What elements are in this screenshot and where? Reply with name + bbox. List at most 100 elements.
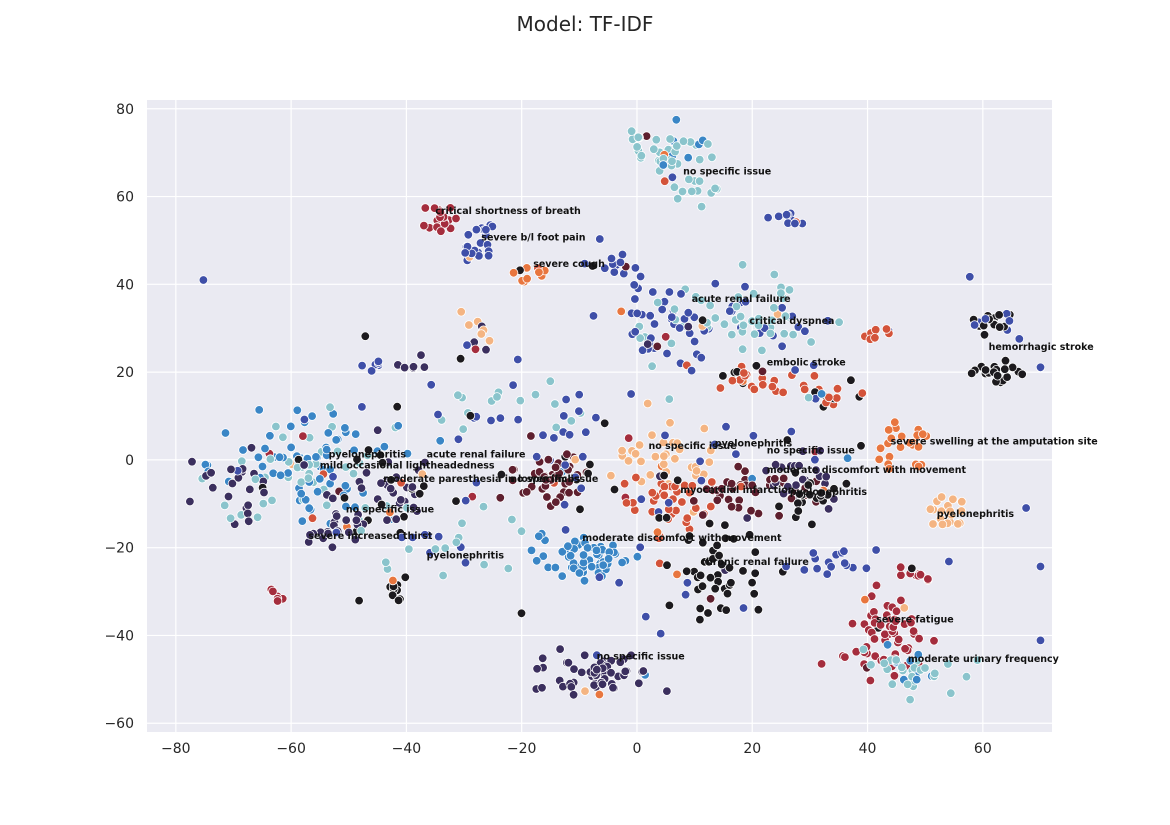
scatter-point [913,461,924,472]
scatter-point [953,519,963,529]
scatter-point [451,213,461,224]
scatter-point [739,368,749,378]
scatter-point [541,475,551,485]
scatter-point [724,563,735,573]
scatter-point [726,578,736,588]
scatter-point [563,541,573,551]
annotation-label: severe cough [533,259,605,270]
scatter-point [560,525,571,535]
scatter-point [630,449,641,459]
scatter-point [381,557,391,568]
annotation-label: moderate urinary frequency [908,654,1060,665]
scatter-point [829,484,839,494]
scatter-point [476,329,487,339]
scatter-point [712,540,722,551]
scatter-point [735,311,746,322]
scatter-point [664,498,674,508]
scatter-point [637,345,648,355]
scatter-point [588,311,599,321]
scatter-point [626,126,637,136]
scatter-point [433,409,443,420]
scatter-point [636,456,646,467]
scatter-point [780,311,791,321]
scatter-point [783,481,793,492]
scatter-point [961,672,972,682]
scatter-point [695,614,705,625]
scatter-point [357,402,367,412]
scatter-point [972,655,983,665]
scatter-point [746,506,756,516]
scatter-point [594,572,605,582]
scatter-point [908,626,919,636]
scatter-point [793,498,803,508]
x-tick-label: −60 [276,741,306,757]
scatter-point [594,689,605,700]
scatter-point [237,456,247,466]
annotation-label: moderate paresthesia in lower limbs [383,474,580,485]
scatter-point [689,336,700,347]
x-tick-label: −40 [392,741,422,757]
scatter-point [455,354,466,364]
scatter-point [808,548,819,558]
scatter-point [882,640,893,650]
scatter-point [705,300,715,311]
scatter-point [620,666,631,677]
scatter-point [895,442,906,452]
scatter-point [749,384,760,395]
scatter-point [677,497,687,507]
scatter-point [821,472,831,482]
x-tick-label: 20 [743,741,761,757]
scatter-point [803,392,814,403]
scatter-point [770,460,781,470]
scatter-point [373,425,383,435]
scatter-point [717,484,727,494]
scatter-point [727,329,737,340]
scatter-point [363,445,374,455]
scatter-point [614,578,624,588]
scatter-point [550,562,561,573]
scatter-point [726,502,737,512]
scatter-point [578,452,588,462]
scatter-point [647,361,657,371]
scatter-point [777,341,787,352]
scatter-point [712,495,723,506]
scatter-point [391,514,401,524]
scatter-point [705,594,716,604]
scatter-point [286,421,296,432]
scatter-point [419,481,429,491]
scatter-point [703,608,713,618]
scatter-point [897,662,907,673]
scatter-point [635,271,646,282]
annotation-label: no specific issue [683,167,771,178]
scatter-point [823,316,833,326]
scatter-point [788,329,798,340]
scatter-point [834,317,844,327]
scatter-point [606,470,616,481]
scatter-point [585,459,595,470]
scatter-point [393,421,403,431]
scatter-point [661,513,672,523]
scatter-point [298,431,308,441]
scatter-point [686,365,697,376]
scatter-point [884,425,894,435]
scatter-point [793,506,804,516]
scatter-point [704,518,715,529]
scatter-point [678,136,689,146]
scatter-point [563,658,574,668]
scatter-point [944,556,954,567]
scatter-point [869,634,880,644]
scatter-point [1004,316,1015,326]
scatter-point [890,616,901,626]
scatter-point [566,682,577,692]
scatter-point [710,278,721,289]
scatter-point [662,686,672,696]
scatter-point [847,618,858,629]
scatter-point [426,380,436,390]
scatter-point [684,174,694,185]
scatter-point [701,484,712,494]
y-tick-label: 60 [116,190,134,206]
scatter-point [377,458,388,468]
scatter-point [508,380,518,390]
scatter-point [778,488,789,499]
scatter-point [382,515,392,525]
